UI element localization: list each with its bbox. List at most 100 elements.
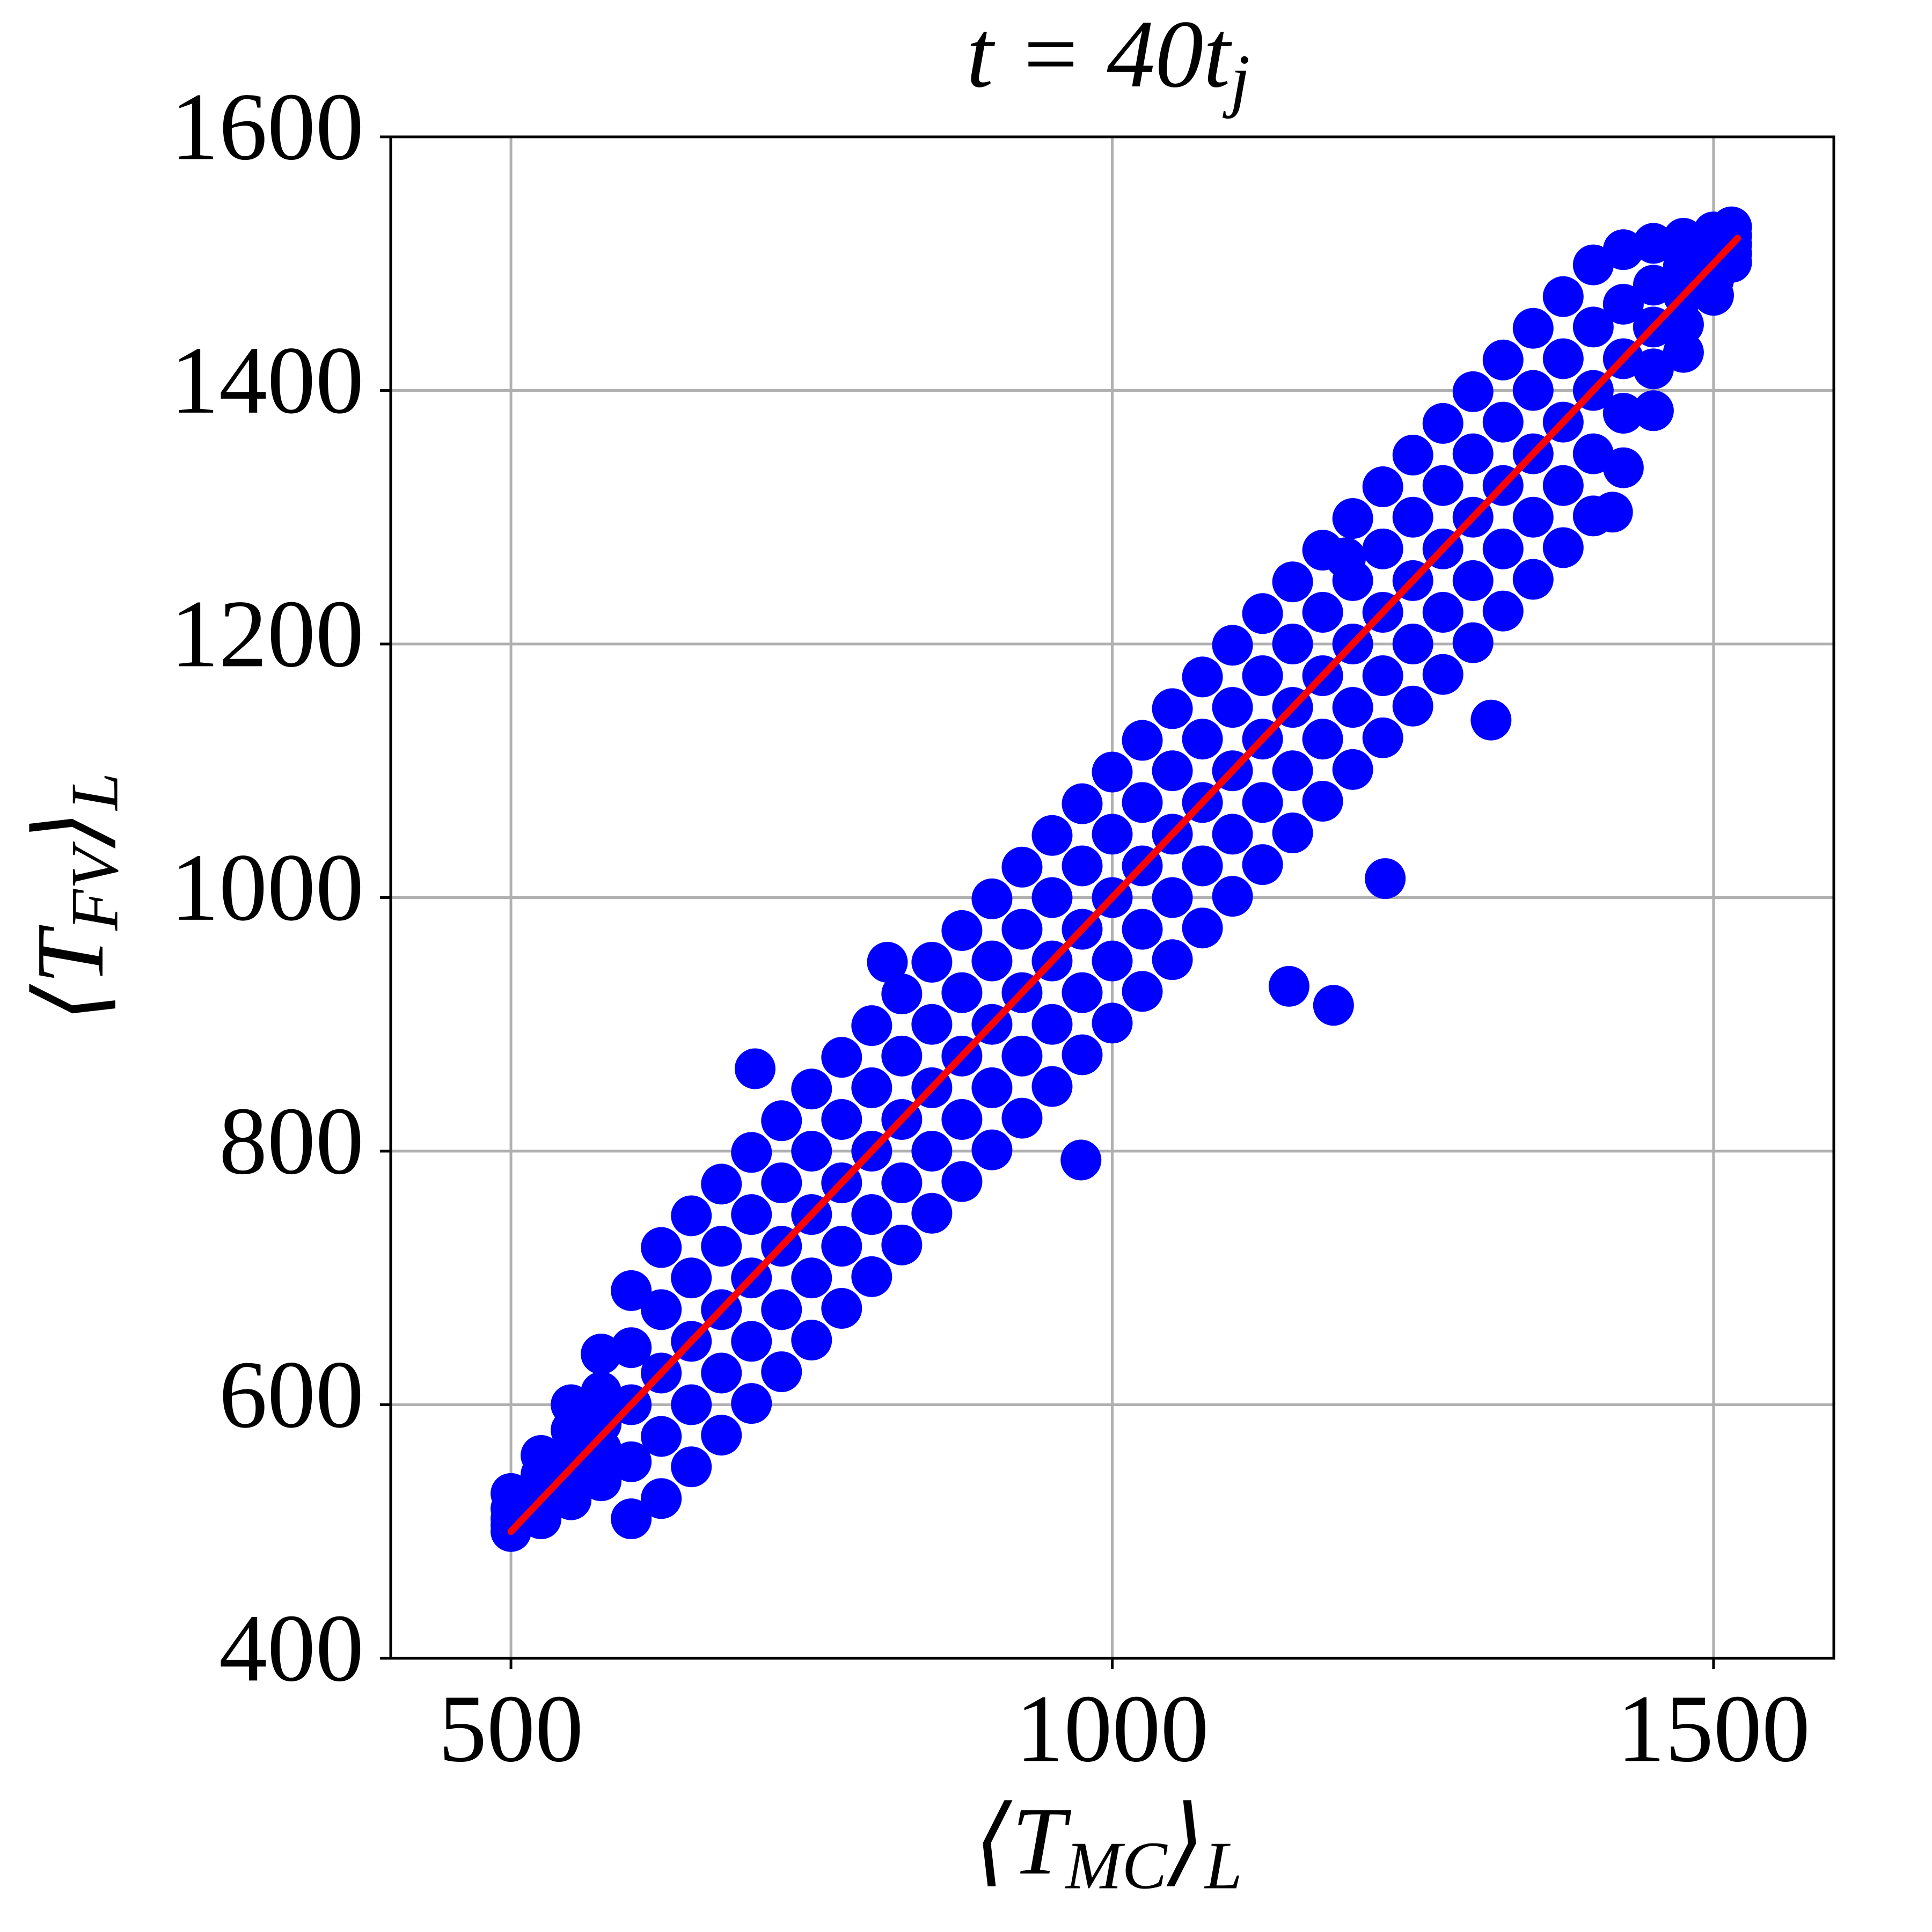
scatter-point: [1392, 496, 1433, 538]
scatter-point: [791, 1069, 832, 1110]
scatter-point: [641, 1416, 682, 1457]
scatter-point: [1482, 339, 1524, 380]
scatter-point: [1422, 654, 1463, 695]
scatter-point: [971, 1129, 1013, 1170]
scatter-point: [1422, 465, 1463, 506]
y-tick-label: 1000: [171, 834, 364, 941]
scatter-point: [971, 878, 1013, 919]
scatter-point: [1452, 622, 1494, 663]
scatter-point: [821, 1226, 862, 1267]
scatter-point: [1272, 561, 1313, 603]
chart-title-part: t = 40t: [967, 1, 1232, 107]
scatter-point: [791, 1257, 832, 1299]
scatter-point: [1001, 909, 1043, 950]
scatter-point: [1122, 782, 1163, 823]
scatter-point: [1633, 223, 1674, 264]
scatter-point: [1212, 876, 1253, 917]
scatter-point: [761, 1100, 802, 1141]
scatter-point: [867, 941, 908, 983]
scatter-point: [1031, 877, 1073, 918]
scatter-point: [1152, 939, 1193, 980]
scatter-point: [1302, 591, 1343, 633]
scatter-point: [1663, 304, 1704, 345]
scatter-point: [1182, 908, 1223, 949]
x-tick-label: 1500: [1617, 1675, 1810, 1782]
y-axis-label-part: ⟩: [17, 810, 123, 849]
scatter-point: [1062, 972, 1103, 1013]
scatter-point: [971, 940, 1013, 982]
scatter-point: [671, 1257, 712, 1299]
scatter-point: [1542, 527, 1584, 568]
scatter-point: [941, 910, 983, 951]
scatter-point: [671, 1384, 712, 1425]
scatter-point: [521, 1435, 562, 1476]
scatter-point: [1092, 940, 1133, 982]
scatter-point: [1242, 655, 1283, 697]
y-tick-label: 400: [219, 1594, 364, 1701]
scatter-point: [821, 1099, 862, 1140]
scatter-point: [1031, 1066, 1073, 1107]
y-tick-label: 800: [219, 1087, 364, 1194]
scatter-point: [1092, 1002, 1133, 1044]
scatter-point: [971, 1067, 1013, 1108]
scatter-point: [1470, 699, 1512, 741]
scatter-point: [1602, 447, 1644, 488]
scatter-point: [1365, 858, 1406, 899]
scatter-point: [1602, 393, 1644, 434]
scatter-point: [641, 1478, 682, 1519]
scatter-point: [611, 1441, 652, 1482]
scatter-point: [1602, 283, 1644, 325]
x-tick-label: 500: [438, 1675, 583, 1782]
scatter-point: [1422, 402, 1463, 444]
scatter-point: [1332, 749, 1373, 790]
scatter-point: [1031, 815, 1073, 856]
scatter-point: [761, 1162, 802, 1204]
scatter-point: [581, 1460, 622, 1502]
scatter-point: [1452, 433, 1494, 474]
scatter-point: [911, 1131, 953, 1172]
scatter-point: [611, 1270, 652, 1311]
y-tick-label: 1600: [171, 73, 364, 180]
scatter-point: [1452, 560, 1494, 601]
scatter-point: [1392, 434, 1433, 475]
scatter-point: [1062, 783, 1103, 824]
scatter-point: [731, 1194, 772, 1235]
scatter-point: [1362, 528, 1403, 569]
scatter-point: [1152, 688, 1193, 729]
scatter-point: [1663, 332, 1704, 373]
scatter-point: [1001, 1035, 1043, 1077]
scatter-point: [851, 1194, 892, 1235]
scatter-point: [1362, 655, 1403, 697]
scatter-point: [911, 941, 953, 983]
y-tick-label: 1400: [171, 327, 364, 434]
scatter-point: [761, 1289, 802, 1330]
scatter-point: [1122, 720, 1163, 761]
scatter-point: [1001, 846, 1043, 888]
plot-frame: [389, 135, 1835, 1660]
scatter-point: [701, 1352, 742, 1394]
scatter-point: [1060, 1139, 1102, 1181]
scatter-point: [851, 1256, 892, 1297]
scatter-point: [1572, 244, 1614, 286]
scatter-point: [1452, 371, 1494, 412]
scatter-point: [701, 1226, 742, 1267]
scatter-point: [821, 1287, 862, 1329]
scatter-point: [1302, 780, 1343, 822]
fit-line: [507, 235, 1741, 1535]
scatter-point: [881, 1162, 923, 1204]
scatter-point: [1062, 845, 1103, 887]
scatter-point: [671, 1195, 712, 1236]
scatter-point: [731, 1383, 772, 1424]
scatter-point: [1272, 624, 1313, 664]
scatter-point: [1152, 750, 1193, 792]
scatter-point: [731, 1132, 772, 1173]
scatter-point: [881, 1224, 923, 1265]
scatter-point: [581, 1403, 622, 1444]
x-axis-label-part: ⟩: [1166, 1788, 1205, 1894]
scatter-point: [761, 1351, 802, 1393]
scatter-point: [1362, 717, 1403, 758]
scatter-point: [1062, 1034, 1103, 1075]
scatter-point: [1512, 308, 1554, 349]
scatter-point: [1633, 348, 1674, 390]
scatter-point: [1268, 965, 1309, 1007]
